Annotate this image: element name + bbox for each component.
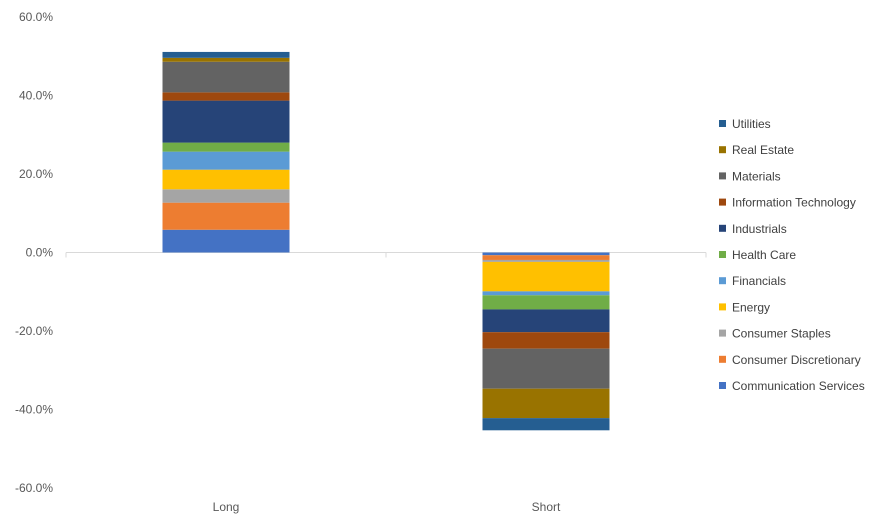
y-tick-label: 0.0%: [26, 246, 54, 260]
bar-segments: [162, 51, 610, 431]
bar-segment-short-consumer-staples: [482, 259, 610, 262]
y-tick-label: 20.0%: [19, 167, 53, 181]
bar-segment-short-health-care: [482, 295, 610, 310]
bar-segment-short-industrials: [482, 309, 610, 333]
legend-label-materials: Materials: [732, 169, 781, 183]
bar-segment-short-communication-services: [482, 252, 610, 256]
y-tick-label: -60.0%: [15, 481, 53, 495]
x-axis: Long Short: [65, 252, 707, 514]
bar-segment-long-financials: [162, 151, 290, 170]
bar-segment-long-consumer-discretionary: [162, 202, 290, 230]
legend-swatch-industrials: [719, 224, 726, 232]
bar-segment-short-consumer-discretionary: [482, 255, 610, 260]
y-tick-label: 60.0%: [19, 10, 53, 24]
y-axis: 60.0% 40.0% 20.0% 0.0% -20.0% -40.0% -60.0%: [15, 10, 53, 495]
bar-segment-long-real-estate: [162, 57, 290, 62]
bar-segment-long-energy: [162, 169, 290, 190]
bar-segment-short-materials: [482, 348, 610, 389]
legend-label-health-care: Health Care: [732, 248, 796, 262]
y-tick-label: -20.0%: [15, 324, 53, 338]
bar-segment-long-consumer-staples: [162, 189, 290, 203]
legend-swatch-communication-services: [719, 382, 726, 389]
bar-segment-long-industrials: [162, 100, 290, 143]
legend-label-consumer-staples: Consumer Staples: [732, 327, 831, 341]
y-tick-label: 40.0%: [19, 89, 53, 103]
legend-label-consumer-discretionary: Consumer Discretionary: [732, 353, 861, 367]
bar-segment-short-financials: [482, 291, 610, 296]
bar-segment-short-information-technology: [482, 332, 610, 349]
legend: Utilities Real Estate Materials Information…: [719, 117, 865, 393]
bar-segment-long-health-care: [162, 142, 290, 152]
x-tick-label-short: Short: [532, 500, 561, 514]
legend-swatch-consumer-discretionary: [719, 355, 726, 363]
legend-swatch-information-technology: [719, 198, 726, 206]
legend-label-real-estate: Real Estate: [732, 143, 794, 157]
bar-segment-short-energy: [482, 261, 610, 292]
x-tick-label-long: Long: [213, 500, 240, 514]
y-tick-label: -40.0%: [15, 403, 53, 417]
legend-swatch-financials: [719, 277, 726, 285]
legend-label-utilities: Utilities: [732, 117, 771, 131]
legend-label-information-technology: Information Technology: [732, 196, 856, 210]
legend-label-communication-services: Communication Services: [732, 379, 865, 393]
legend-swatch-materials: [719, 172, 726, 180]
legend-swatch-real-estate: [719, 146, 726, 154]
legend-swatch-utilities: [719, 120, 726, 127]
bar-segment-long-communication-services: [162, 229, 290, 253]
legend-swatch-consumer-staples: [719, 329, 726, 337]
bar-segment-long-information-technology: [162, 92, 290, 101]
bar-segment-long-materials: [162, 61, 290, 93]
legend-label-energy: Energy: [732, 300, 770, 314]
legend-label-industrials: Industrials: [732, 222, 787, 236]
bar-segment-long-utilities: [162, 51, 290, 58]
legend-swatch-health-care: [719, 251, 726, 258]
legend-label-financials: Financials: [732, 274, 786, 288]
bar-segment-short-utilities: [482, 418, 610, 431]
legend-swatch-energy: [719, 303, 726, 311]
bar-segment-short-real-estate: [482, 388, 610, 419]
